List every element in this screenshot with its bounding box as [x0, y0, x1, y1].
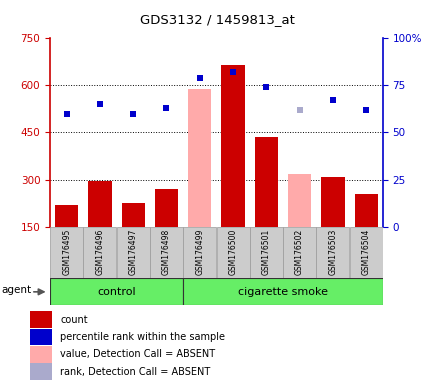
FancyBboxPatch shape	[50, 278, 382, 305]
Bar	[121, 203, 145, 227]
FancyBboxPatch shape	[50, 227, 83, 278]
FancyBboxPatch shape	[30, 329, 52, 345]
Text: rank, Detection Call = ABSENT: rank, Detection Call = ABSENT	[60, 366, 210, 377]
Text: control: control	[97, 287, 135, 297]
FancyBboxPatch shape	[183, 278, 382, 305]
Text: cigarette smoke: cigarette smoke	[237, 287, 327, 297]
Bar	[287, 174, 311, 227]
Text: GSM176503: GSM176503	[328, 228, 337, 275]
Text: GSM176502: GSM176502	[294, 228, 303, 275]
Bar	[354, 194, 377, 227]
FancyBboxPatch shape	[349, 227, 382, 278]
Text: GSM176499: GSM176499	[195, 228, 204, 275]
Bar	[55, 205, 78, 227]
FancyBboxPatch shape	[30, 311, 52, 328]
Bar	[254, 137, 277, 227]
FancyBboxPatch shape	[183, 227, 216, 278]
FancyBboxPatch shape	[83, 227, 116, 278]
Text: GSM176500: GSM176500	[228, 228, 237, 275]
FancyBboxPatch shape	[116, 227, 149, 278]
Text: GDS3132 / 1459813_at: GDS3132 / 1459813_at	[140, 13, 294, 26]
Text: GSM176504: GSM176504	[361, 228, 370, 275]
FancyBboxPatch shape	[150, 227, 183, 278]
Bar	[221, 65, 244, 227]
Text: value, Detection Call = ABSENT: value, Detection Call = ABSENT	[60, 349, 215, 359]
Bar	[187, 89, 211, 227]
FancyBboxPatch shape	[216, 227, 249, 278]
Bar	[320, 177, 344, 227]
Bar	[155, 189, 178, 227]
FancyBboxPatch shape	[283, 227, 316, 278]
Text: GSM176496: GSM176496	[95, 228, 104, 275]
FancyBboxPatch shape	[30, 363, 52, 380]
Text: agent: agent	[1, 285, 31, 296]
Text: GSM176501: GSM176501	[261, 228, 270, 275]
Text: count: count	[60, 314, 88, 325]
Text: percentile rank within the sample: percentile rank within the sample	[60, 332, 225, 342]
FancyBboxPatch shape	[316, 227, 349, 278]
FancyBboxPatch shape	[50, 278, 183, 305]
Bar	[88, 181, 112, 227]
FancyBboxPatch shape	[249, 227, 282, 278]
Text: GSM176497: GSM176497	[128, 228, 138, 275]
Text: GSM176498: GSM176498	[161, 228, 171, 275]
FancyBboxPatch shape	[30, 346, 52, 362]
Text: GSM176495: GSM176495	[62, 228, 71, 275]
